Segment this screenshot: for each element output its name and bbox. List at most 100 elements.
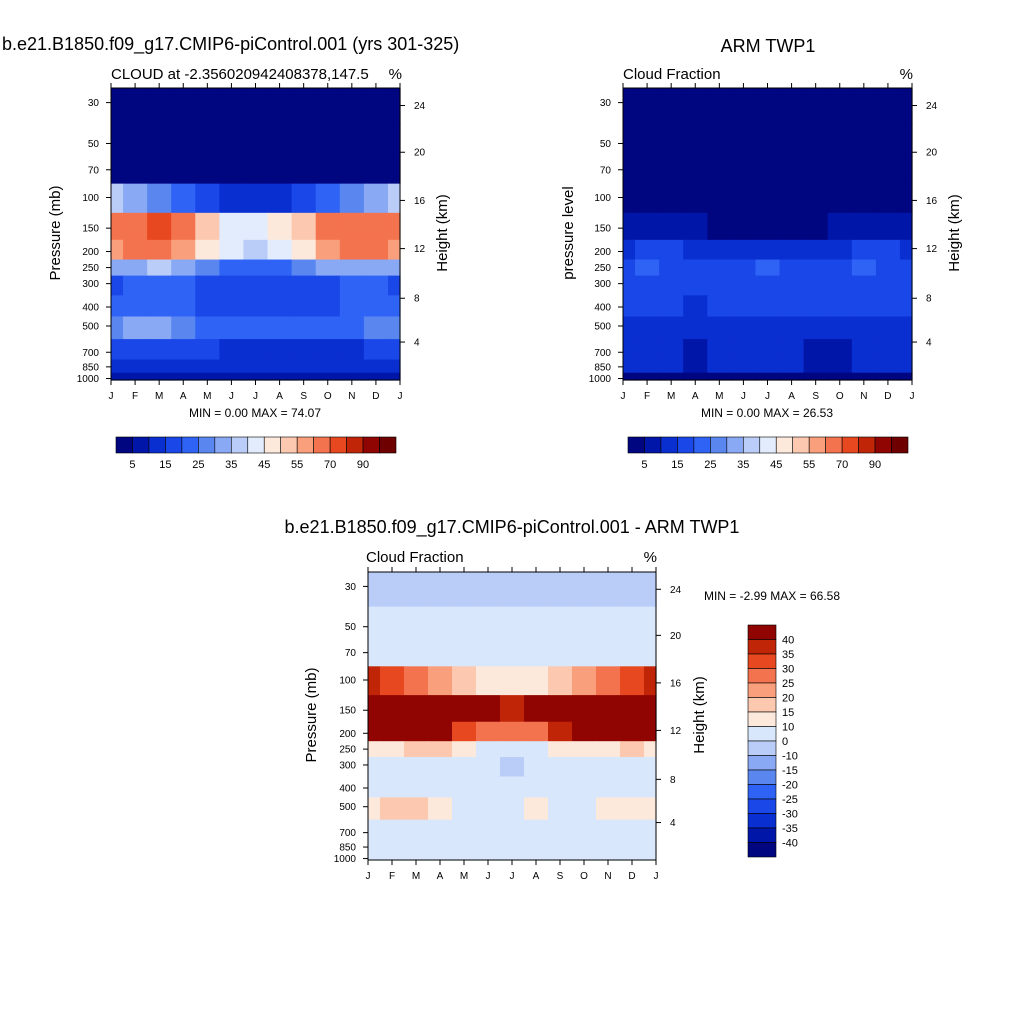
heatmap-cell xyxy=(644,606,657,641)
heatmap-cell xyxy=(803,339,829,361)
heatmap-cell xyxy=(404,666,429,696)
heatmap-cell xyxy=(524,819,549,841)
heatmap-cell xyxy=(683,123,708,158)
heatmap-cell xyxy=(779,183,805,214)
heatmap-cell xyxy=(195,183,220,214)
heatmap-cell xyxy=(219,239,245,261)
colorbar-swatch xyxy=(825,436,843,454)
heatmap-cell xyxy=(620,839,645,854)
heatmap-cell xyxy=(363,212,389,241)
heatmap-cell xyxy=(875,212,901,241)
colorbar-swatch xyxy=(247,436,265,454)
heatmap-cell xyxy=(596,572,621,608)
colorbar-swatch xyxy=(747,798,777,814)
heatmap-cell xyxy=(380,797,405,821)
heatmap-cell xyxy=(195,123,220,158)
heatmap-cell xyxy=(368,797,381,821)
heatmap-cell xyxy=(635,183,660,214)
heatmap-cell xyxy=(315,212,341,241)
heatmap-cell xyxy=(500,666,525,696)
y-tick-label: 850 xyxy=(82,362,99,373)
heatmap-cell xyxy=(404,852,429,861)
colorbar-swatch xyxy=(747,726,777,742)
y-right-tick-label: 16 xyxy=(414,196,426,207)
heatmap-cell xyxy=(404,797,429,821)
y-tick-label: 100 xyxy=(82,193,99,204)
colorbar-swatch xyxy=(329,436,347,454)
heatmap-cell xyxy=(827,239,853,261)
heatmap-cell xyxy=(851,339,877,361)
panel-model-plot: J F M A M J J A S O N D J 30 50 70 100 150 200 250 300 400 500… xyxy=(77,83,426,402)
y-tick-label: 50 xyxy=(600,139,612,150)
y-tick-label: 150 xyxy=(594,224,611,235)
heatmap-cell xyxy=(195,156,220,185)
heatmap-cell xyxy=(315,123,341,158)
heatmap-cell xyxy=(707,316,732,340)
heatmap-cell xyxy=(899,359,913,374)
heatmap-cell xyxy=(875,88,901,124)
colorbar-swatch xyxy=(263,436,282,454)
panel-obs-ylabel-right: Height (km) xyxy=(946,194,963,272)
heatmap-cell xyxy=(195,316,220,340)
heatmap-cell xyxy=(620,666,645,696)
heatmap-cell xyxy=(219,183,245,214)
heatmap-cell xyxy=(899,339,913,361)
heatmap-cell xyxy=(368,819,381,841)
heatmap-cell xyxy=(123,372,148,381)
heatmap-cell xyxy=(315,259,341,277)
colorbar-label: -40 xyxy=(782,838,798,850)
heatmap-cell xyxy=(572,741,597,758)
panel-obs-left-label: Cloud Fraction xyxy=(623,66,721,83)
y-right-tick-label: 12 xyxy=(926,244,938,255)
heatmap-cell xyxy=(644,819,657,841)
heatmap-cell xyxy=(875,339,901,361)
heatmap-cell xyxy=(596,776,621,798)
colorbar-label: -35 xyxy=(782,823,798,835)
heatmap-cell xyxy=(596,819,621,841)
heatmap-cell xyxy=(620,776,645,798)
heatmap-cell xyxy=(368,606,381,641)
heatmap-cell xyxy=(899,239,913,261)
heatmap-cell xyxy=(339,239,365,261)
heatmap-cell xyxy=(147,212,172,241)
panel-obs-stats: MIN = 0.00 MAX = 26.53 xyxy=(701,406,833,420)
heatmap-cell xyxy=(851,123,877,158)
heatmap-cell xyxy=(596,666,621,696)
heatmap-cell xyxy=(387,88,401,124)
heatmap-cell xyxy=(363,259,389,277)
heatmap-cell xyxy=(500,839,525,854)
heatmap-cell xyxy=(524,572,549,608)
colorbar-label: 15 xyxy=(671,459,683,471)
heatmap-cell xyxy=(635,123,660,158)
heatmap-cell xyxy=(875,316,901,340)
heatmap-cell xyxy=(851,183,877,214)
x-tick-label: S xyxy=(300,391,307,402)
heatmap-cell xyxy=(387,316,401,340)
heatmap-cell xyxy=(387,372,401,381)
heatmap-cell xyxy=(267,339,293,361)
heatmap-cell xyxy=(623,156,636,185)
x-tick-label: A xyxy=(437,871,444,882)
x-tick-label: J xyxy=(229,391,234,402)
heatmap-cell xyxy=(452,721,477,742)
heatmap-cell xyxy=(123,156,148,185)
heatmap-cell xyxy=(291,212,317,241)
heatmap-cell xyxy=(524,666,549,696)
colorbar-swatch xyxy=(280,436,298,454)
colorbar-swatch xyxy=(710,436,728,454)
heatmap-cell xyxy=(243,212,269,241)
heatmap-cell xyxy=(659,88,684,124)
colorbar-swatch xyxy=(747,711,777,727)
heatmap-cell xyxy=(123,316,148,340)
y-tick-label: 1000 xyxy=(77,374,100,385)
panel-diff-title: b.e21.B1850.f09_g17.CMIP6-piControl.001 … xyxy=(285,517,740,538)
panel-model-ylabel: Pressure (mb) xyxy=(47,185,64,280)
heatmap-cell xyxy=(171,295,196,318)
heatmap-cell xyxy=(644,695,657,723)
x-tick-label: O xyxy=(836,391,844,402)
heatmap-cell xyxy=(368,839,381,854)
heatmap-cell xyxy=(659,316,684,340)
heatmap-cell xyxy=(755,259,781,277)
heatmap-cell xyxy=(368,666,381,696)
heatmap-cell xyxy=(779,339,805,361)
